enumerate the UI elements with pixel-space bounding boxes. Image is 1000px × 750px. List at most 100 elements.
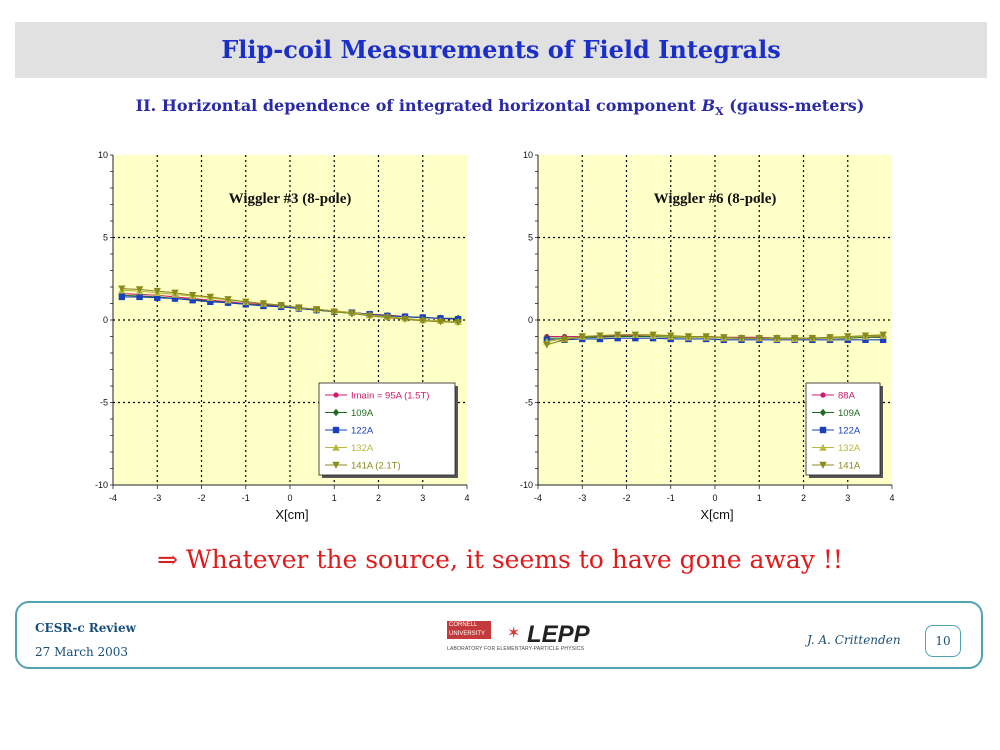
star-icon: ✶ xyxy=(507,623,521,642)
data-point xyxy=(383,314,392,322)
data-point xyxy=(171,295,179,302)
data-point xyxy=(207,298,214,306)
data-point xyxy=(259,300,268,308)
data-point xyxy=(826,334,834,342)
data-point xyxy=(578,333,586,341)
conclusion-text: ⇒ Whatever the source, it seems to have … xyxy=(157,545,843,574)
legend-marker xyxy=(819,443,827,451)
data-point xyxy=(702,333,710,341)
lepp-logo-text: LEPP xyxy=(527,621,590,648)
footer: CESR-c Review 27 March 2003 CORNELL UNIV… xyxy=(15,601,983,669)
legend-label: 109A xyxy=(351,408,374,419)
legend-label: 141A xyxy=(838,461,861,472)
data-point xyxy=(401,315,409,323)
y-tick-label: -10 xyxy=(520,480,533,490)
series-line xyxy=(121,288,459,324)
x-tick-label: 0 xyxy=(712,493,717,503)
data-point xyxy=(667,332,675,340)
x-tick-label: -4 xyxy=(534,493,542,503)
page-number: 10 xyxy=(925,625,961,657)
data-point xyxy=(790,334,799,342)
data-point xyxy=(649,331,657,339)
y-tick-label: -10 xyxy=(95,480,108,490)
data-point xyxy=(242,298,250,306)
data-point xyxy=(206,293,215,301)
data-point xyxy=(844,333,852,341)
legend-label: 122A xyxy=(351,426,374,437)
x-tick-label: -3 xyxy=(578,493,586,503)
y-tick-label: 5 xyxy=(103,233,108,243)
data-point xyxy=(348,310,356,318)
series-4 xyxy=(118,285,462,327)
legend-label: 132A xyxy=(351,443,374,454)
data-point xyxy=(118,285,126,293)
data-point xyxy=(879,336,887,343)
footer-title: CESR-c Review xyxy=(35,621,136,635)
x-tick-label: -1 xyxy=(242,493,250,503)
x-tick-label: 3 xyxy=(845,493,850,503)
data-point xyxy=(454,319,462,327)
x-tick-label: 1 xyxy=(332,493,337,503)
series-line xyxy=(546,334,884,346)
y-tick-label: -5 xyxy=(525,398,533,408)
lepp-logo-lab: LABORATORY FOR ELEMENTARY-PARTICLE PHYSI… xyxy=(447,646,585,652)
legend-box xyxy=(318,382,456,476)
x-tick-label: 1 xyxy=(757,493,762,503)
data-point xyxy=(861,332,870,340)
legend-marker xyxy=(332,408,340,417)
footer-date: 27 March 2003 xyxy=(35,645,129,659)
subtitle-symbol-subscript: X xyxy=(715,105,724,119)
title-bar: Flip-coil Measurements of Field Integral… xyxy=(15,22,987,78)
data-point xyxy=(419,317,427,325)
data-point xyxy=(224,296,232,304)
data-point xyxy=(631,331,640,339)
footer-author: J. A. Crittenden xyxy=(807,633,901,647)
x-tick-label: -4 xyxy=(109,493,117,503)
data-point xyxy=(755,334,763,342)
data-point xyxy=(188,292,197,299)
data-point xyxy=(136,293,143,301)
data-point xyxy=(808,334,817,342)
data-point xyxy=(436,318,445,326)
y-tick-label: 0 xyxy=(103,315,108,325)
legend-label: 132A xyxy=(838,443,861,454)
data-point xyxy=(154,294,161,301)
data-point xyxy=(684,333,693,341)
subtitle-text: II. Horizontal dependence of integrated … xyxy=(135,96,702,115)
data-point xyxy=(365,312,374,320)
x-tick-label: -3 xyxy=(153,493,161,503)
y-tick-label: 0 xyxy=(528,315,533,325)
x-tick-label: 3 xyxy=(420,493,425,503)
x-tick-label: 2 xyxy=(376,493,381,503)
x-tick-label: 0 xyxy=(287,493,292,503)
legend-label: 141A (2.1T) xyxy=(351,461,401,472)
data-point xyxy=(773,334,781,342)
x-tick-label: 4 xyxy=(464,493,469,503)
legend-marker xyxy=(332,461,340,469)
legend-marker xyxy=(819,408,827,417)
data-point xyxy=(862,336,869,343)
data-point xyxy=(543,341,551,349)
legend-box xyxy=(805,382,881,476)
data-point xyxy=(312,306,321,313)
data-point xyxy=(135,286,144,294)
data-point xyxy=(560,336,569,344)
legend-marker xyxy=(819,426,827,434)
subtitle-symbol-letter: B xyxy=(701,96,716,115)
data-point xyxy=(596,332,604,340)
chart-annotation: Wiggler #3 (8-pole) xyxy=(229,191,352,207)
x-tick-label: -1 xyxy=(667,493,675,503)
data-point xyxy=(189,297,196,304)
chart-annotation: Wiggler #6 (8-pole) xyxy=(654,191,777,207)
legend-marker xyxy=(332,426,340,434)
data-point xyxy=(720,334,728,342)
x-tick-label: -2 xyxy=(197,493,205,503)
legend-marker xyxy=(332,443,340,451)
data-point xyxy=(277,301,285,309)
subtitle-symbol: BX xyxy=(701,96,724,119)
subtitle-units: (gauss-meters) xyxy=(723,96,865,115)
legend-marker xyxy=(819,461,827,469)
cornell-logo: CORNELL UNIVERSITY xyxy=(447,621,491,639)
legend-marker xyxy=(333,392,339,398)
x-axis-label: X[cm] xyxy=(700,507,733,522)
